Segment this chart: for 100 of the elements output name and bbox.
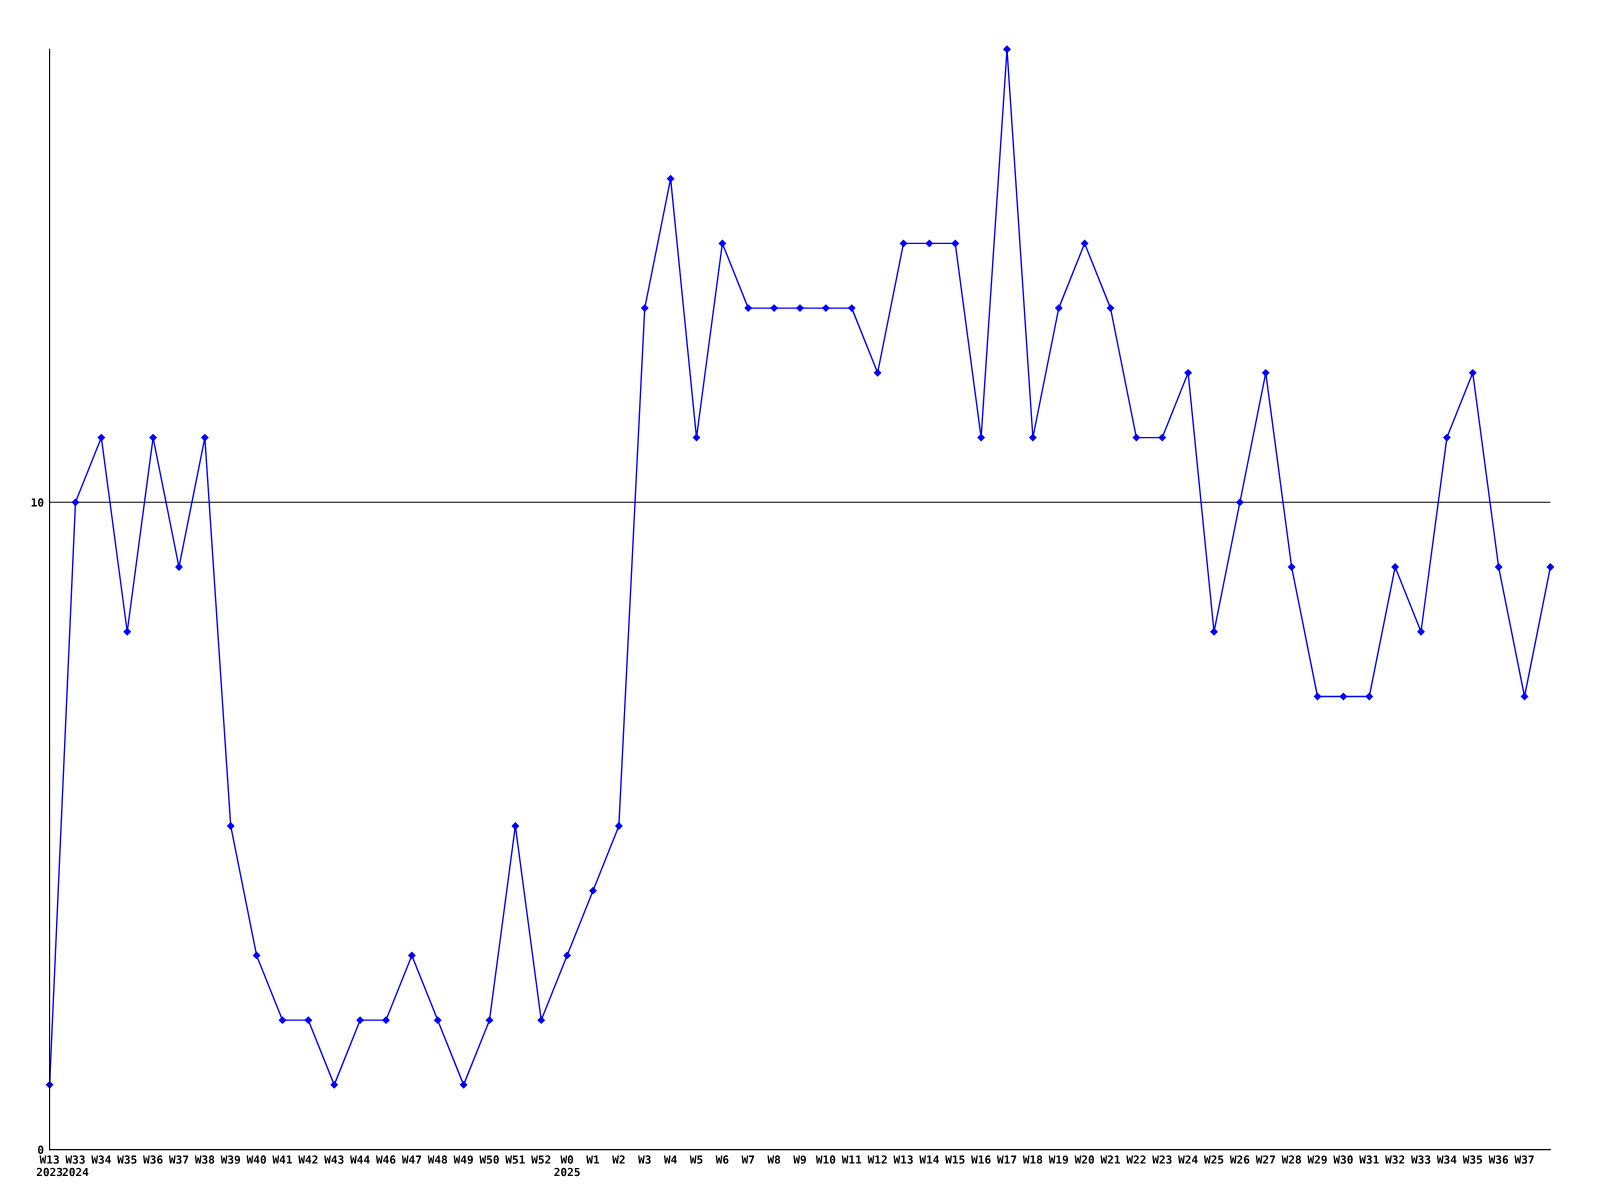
x-tick-label: W9 bbox=[793, 1155, 806, 1164]
x-tick-label: W2 bbox=[612, 1155, 625, 1164]
x-tick-label: W25 bbox=[1203, 1155, 1224, 1164]
point bbox=[796, 304, 804, 312]
point bbox=[1365, 692, 1373, 701]
point bbox=[615, 822, 623, 830]
x-tick-label: W3 bbox=[638, 1155, 651, 1164]
y-tick-label: 0 bbox=[38, 1145, 44, 1154]
x-tick-label: W43 bbox=[324, 1155, 344, 1164]
x-tick-label: W42 bbox=[298, 1155, 318, 1164]
point bbox=[1546, 563, 1555, 571]
point bbox=[434, 1016, 442, 1024]
x-tick-label: W21 bbox=[1100, 1155, 1121, 1164]
point bbox=[1055, 304, 1063, 312]
point bbox=[1469, 369, 1477, 377]
point bbox=[692, 433, 701, 442]
point bbox=[149, 433, 157, 442]
x-tick-label: W4 bbox=[663, 1155, 677, 1164]
point bbox=[1184, 369, 1192, 377]
x-tick-label: W33 2024 bbox=[62, 1155, 89, 1177]
x-tick-label: W37 bbox=[1514, 1155, 1534, 1164]
x-tick-label: W26 bbox=[1229, 1155, 1250, 1164]
point bbox=[356, 1016, 364, 1024]
point bbox=[1003, 45, 1011, 53]
x-tick-label: W33 bbox=[1410, 1155, 1431, 1164]
point bbox=[925, 239, 934, 248]
x-tick-label: W32 bbox=[1385, 1155, 1405, 1164]
point bbox=[951, 239, 959, 248]
x-tick-label: W36 bbox=[143, 1155, 163, 1164]
point bbox=[1339, 692, 1348, 701]
point bbox=[666, 175, 675, 183]
point bbox=[770, 304, 778, 312]
x-tick-label: W34 bbox=[1436, 1155, 1457, 1164]
point bbox=[408, 951, 416, 960]
point bbox=[278, 1016, 287, 1024]
x-tick-label: W47 bbox=[401, 1155, 422, 1164]
x-tick-label: W36 bbox=[1488, 1155, 1509, 1164]
x-tick-label: W1 bbox=[586, 1155, 600, 1164]
x-tick-label: W35 bbox=[117, 1155, 137, 1164]
x-tick-label: W23 bbox=[1152, 1155, 1172, 1164]
point bbox=[511, 822, 520, 830]
y-tick-label: 10 bbox=[31, 498, 44, 507]
point bbox=[330, 1081, 338, 1089]
x-tick-label: W20 bbox=[1074, 1155, 1094, 1164]
point bbox=[97, 433, 105, 442]
point bbox=[1080, 239, 1089, 248]
x-tick-label: W17 bbox=[996, 1155, 1017, 1164]
x-tick-label: W14 bbox=[919, 1155, 939, 1164]
point bbox=[873, 369, 882, 377]
point bbox=[977, 433, 985, 442]
point bbox=[848, 304, 856, 312]
point bbox=[537, 1016, 545, 1024]
point bbox=[1210, 628, 1218, 636]
point bbox=[718, 239, 727, 248]
x-tick-label: W49 bbox=[453, 1155, 473, 1164]
point bbox=[589, 887, 597, 895]
x-tick-label: W50 bbox=[479, 1155, 499, 1164]
point bbox=[563, 951, 571, 960]
x-tick-label: W8 bbox=[767, 1155, 781, 1164]
x-tick-label: W46 bbox=[375, 1155, 396, 1164]
point bbox=[252, 951, 261, 960]
point bbox=[71, 498, 80, 506]
x-tick-label: W11 bbox=[841, 1155, 862, 1164]
point bbox=[899, 239, 908, 248]
x-tick-label: W6 bbox=[715, 1155, 729, 1164]
x-tick-label: W30 bbox=[1333, 1155, 1353, 1164]
point bbox=[641, 304, 649, 312]
x-tick-label: W0 2025 bbox=[554, 1155, 580, 1177]
x-tick-label: W51 bbox=[505, 1155, 525, 1164]
point bbox=[1495, 563, 1503, 571]
point bbox=[382, 1016, 390, 1024]
x-tick-label: W13 2023 bbox=[36, 1155, 63, 1177]
point bbox=[123, 628, 131, 636]
point bbox=[1288, 563, 1296, 571]
x-tick-label: W24 bbox=[1178, 1155, 1198, 1164]
x-tick-label: W27 bbox=[1255, 1155, 1275, 1164]
point bbox=[744, 304, 752, 312]
x-tick-label: W44 bbox=[350, 1155, 370, 1164]
point bbox=[1443, 433, 1451, 442]
x-tick-label: W18 bbox=[1022, 1155, 1043, 1164]
point bbox=[1417, 628, 1425, 636]
point bbox=[201, 433, 209, 442]
x-tick-label: W28 bbox=[1281, 1155, 1301, 1164]
x-tick-label: W29 bbox=[1307, 1155, 1327, 1164]
x-tick-label: W37 bbox=[168, 1155, 189, 1164]
x-tick-label: W41 bbox=[272, 1155, 292, 1164]
x-tick-label: W38 bbox=[194, 1155, 215, 1164]
point bbox=[1029, 433, 1037, 442]
point bbox=[822, 304, 830, 312]
point bbox=[485, 1016, 494, 1024]
x-tick-label: W15 bbox=[945, 1155, 965, 1164]
point bbox=[1132, 433, 1141, 442]
point bbox=[459, 1081, 468, 1089]
x-tick-label: W35 bbox=[1462, 1155, 1483, 1164]
x-tick-label: W39 bbox=[220, 1155, 241, 1164]
x-tick-label: W12 bbox=[867, 1155, 887, 1164]
point bbox=[1106, 304, 1115, 312]
point bbox=[1391, 563, 1399, 571]
point bbox=[1236, 498, 1244, 506]
x-tick-label: W19 bbox=[1048, 1155, 1069, 1164]
